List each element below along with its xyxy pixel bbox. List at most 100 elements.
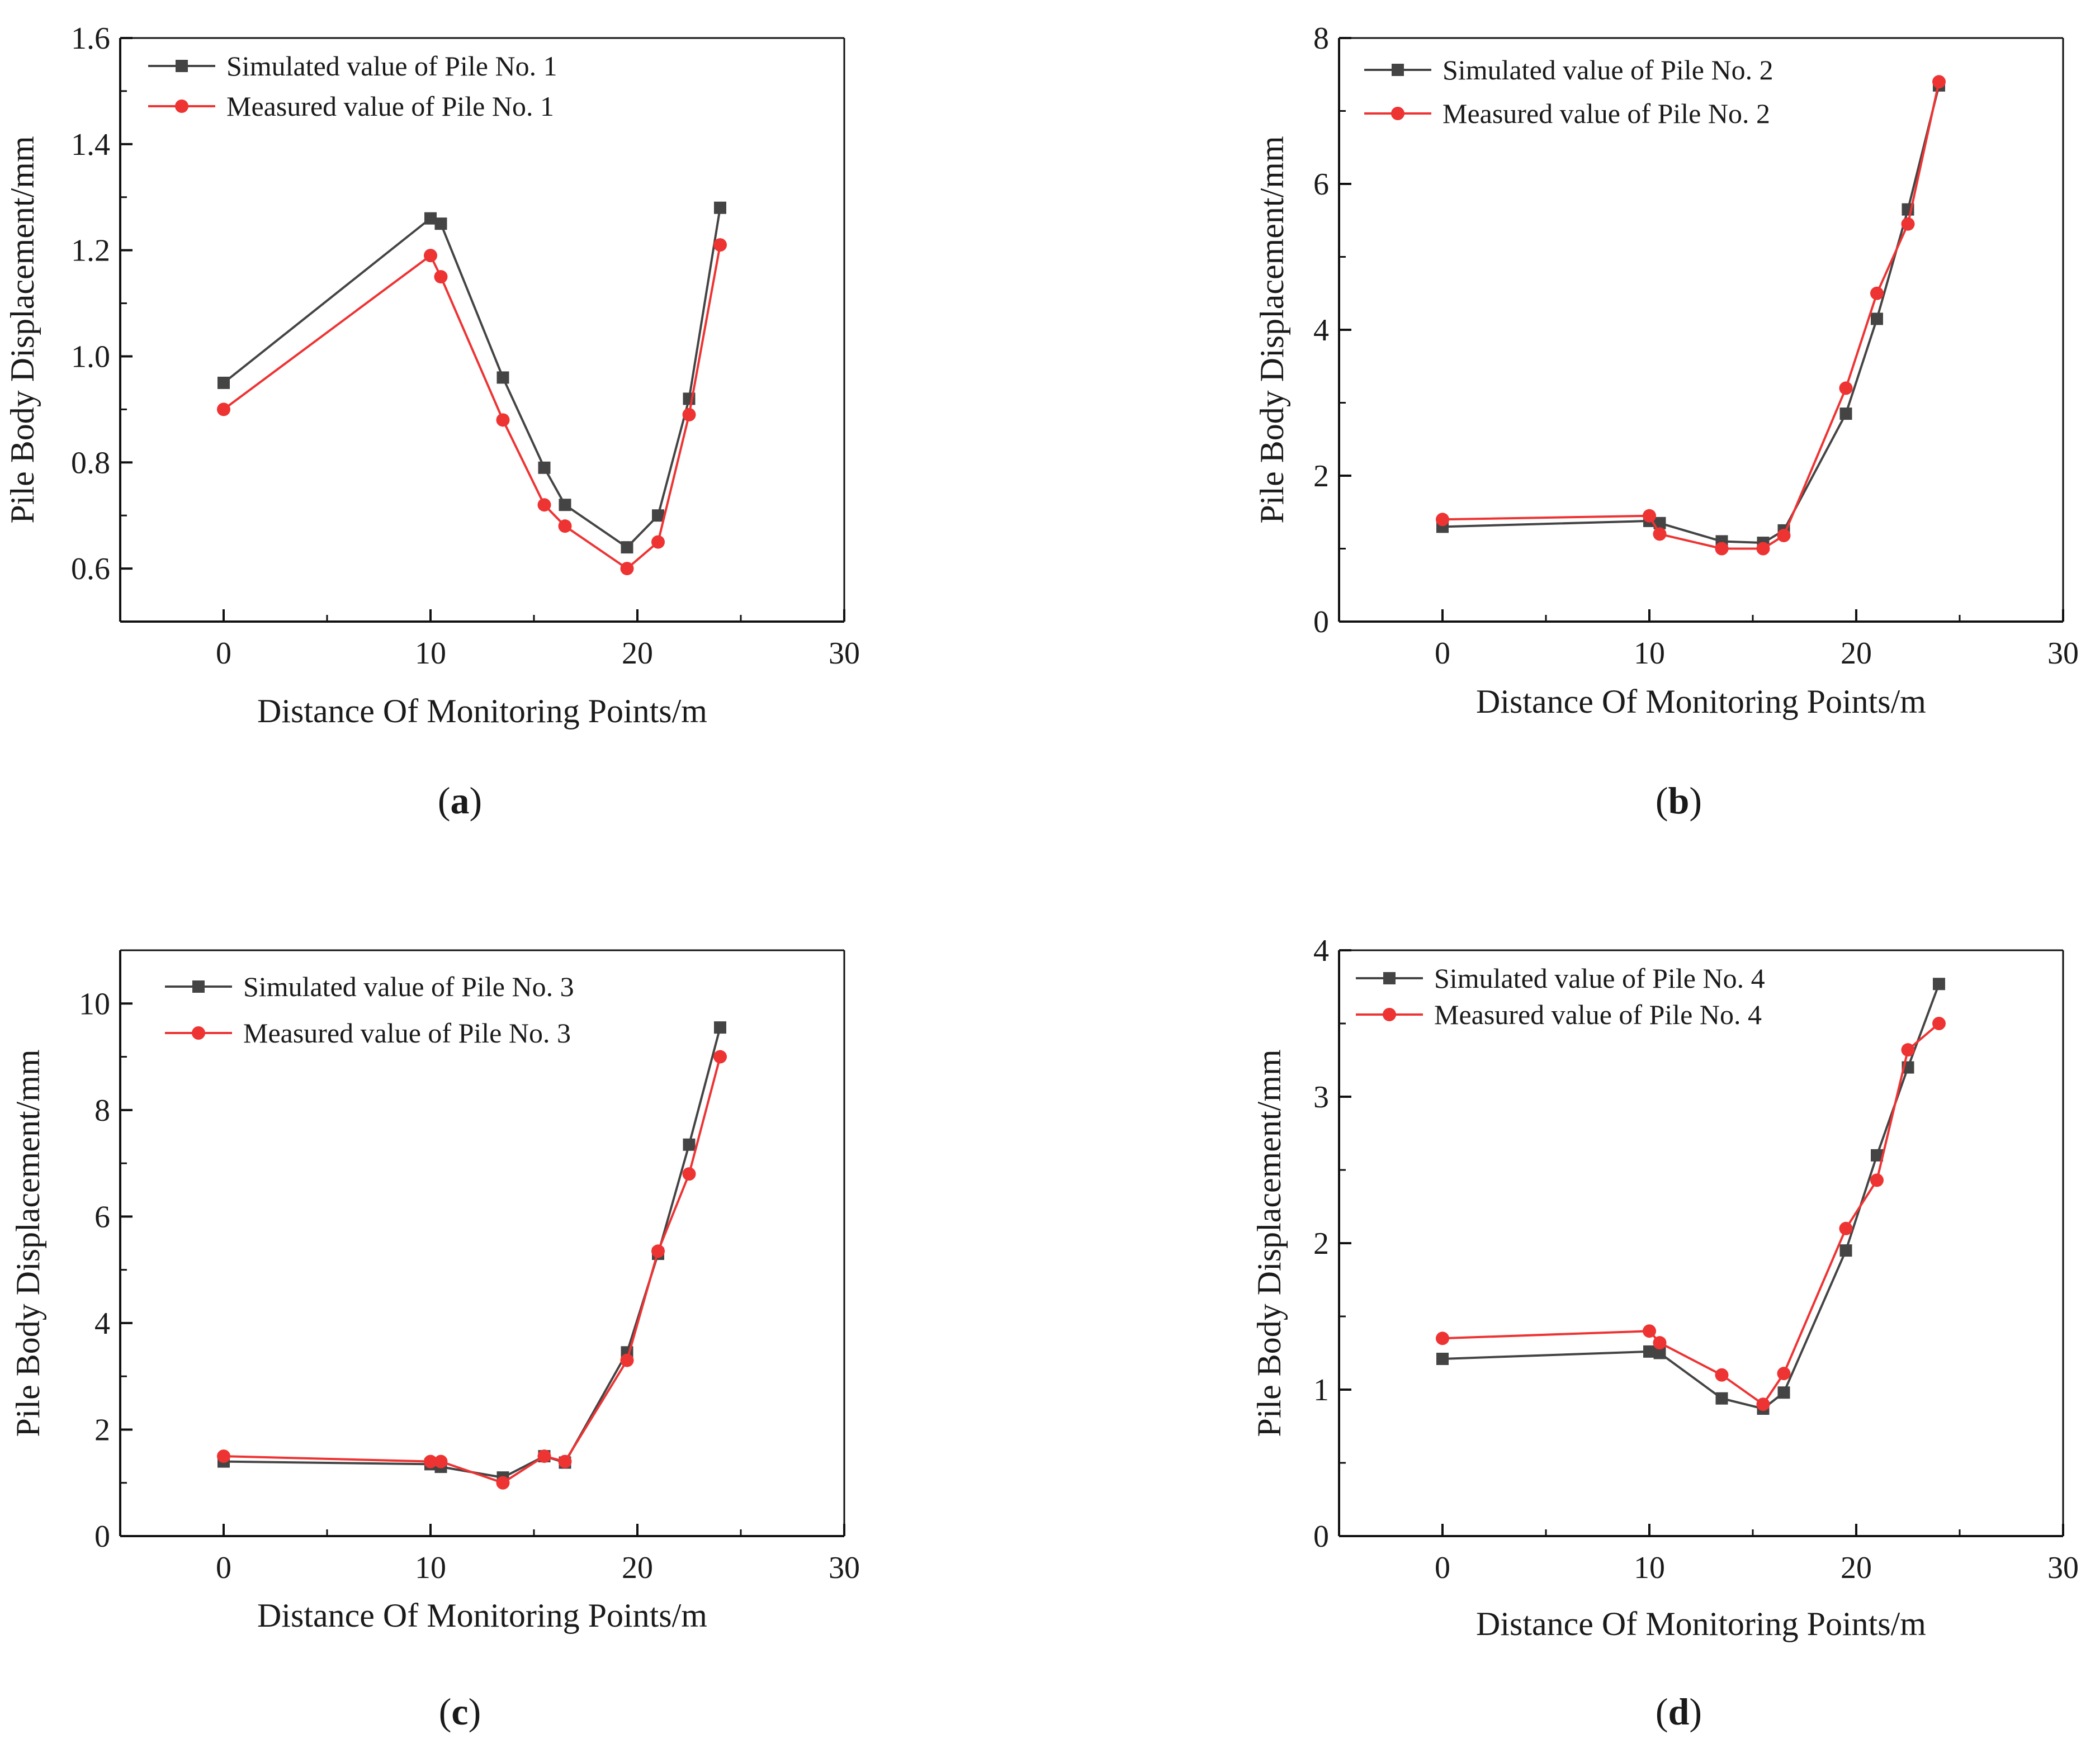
caption-letter: a (451, 779, 470, 822)
data-point-measured (434, 270, 448, 284)
chart-panel-a: 0 10 20 30 0.6 0.8 1.0 1.2 1.4 1.6 Distance Of Mon… (4, 21, 860, 822)
data-point-simulated (424, 212, 437, 225)
x-tick-label: 20 (1841, 636, 1872, 671)
caption-paren: ( (438, 779, 451, 822)
caption-paren: ( (1656, 1690, 1668, 1733)
data-point-measured (1777, 1367, 1791, 1381)
data-point-measured (537, 1449, 551, 1463)
y-tick-label: 4 (1313, 934, 1329, 968)
x-tick-label: 0 (216, 1551, 231, 1585)
caption-paren: ) (470, 779, 483, 822)
caption-letter: c (451, 1690, 468, 1733)
y-tick-label: 1.2 (71, 234, 110, 268)
data-point-measured (1932, 1017, 1946, 1030)
legend-marker-circle (1391, 107, 1404, 120)
data-point-measured (620, 1353, 634, 1367)
data-point-measured (1901, 1043, 1915, 1057)
x-tick-label: 20 (622, 1551, 653, 1585)
caption-paren: ) (469, 1690, 481, 1733)
data-point-measured (1839, 1221, 1853, 1235)
y-tick-label: 0 (1313, 1519, 1329, 1554)
y-tick-label: 0 (94, 1519, 110, 1554)
data-point-measured (620, 562, 634, 576)
legend-entry-label: Measured value of Pile No. 4 (1434, 999, 1762, 1030)
series-line-simulated (1442, 983, 1940, 1410)
caption-paren: ) (1689, 1690, 1702, 1733)
y-tick-label: 2 (1313, 1226, 1329, 1261)
data-point-measured (537, 498, 551, 512)
caption-paren: ( (1656, 779, 1668, 822)
data-point-measured (682, 1167, 696, 1181)
legend-marker-circle (1383, 1008, 1396, 1021)
y-axis-title: Pile Body Displacement/mm (1254, 136, 1290, 523)
caption-paren: ( (439, 1690, 452, 1733)
series-line-measured (1442, 81, 1940, 550)
x-axis-title: Distance Of Monitoring Points/m (257, 1597, 707, 1634)
data-point-simulated (1436, 1352, 1449, 1365)
y-tick-label: 1 (1313, 1373, 1329, 1408)
data-point-measured (713, 1050, 727, 1064)
legend-entry-label: Measured value of Pile No. 3 (243, 1017, 571, 1049)
data-point-simulated (714, 201, 726, 214)
y-tick-label: 8 (1313, 21, 1329, 56)
data-point-simulated (1871, 312, 1883, 325)
x-axis-title: Distance Of Monitoring Points/m (1476, 1605, 1926, 1642)
data-point-simulated (621, 541, 633, 554)
chart-panel-b: 0 10 20 30 0 2 4 6 8 Distance Of Monitoring Point… (1254, 21, 2079, 822)
legend-marker-square (1392, 64, 1404, 76)
chart-panel-c: 0 10 20 30 0 2 4 6 8 10 Distance Of Monitoring Poi… (10, 949, 860, 1733)
data-point-measured (1870, 1173, 1884, 1187)
y-tick-label: 6 (1313, 167, 1329, 202)
legend-marker-circle (192, 1026, 205, 1040)
x-tick-label: 10 (1634, 1551, 1665, 1585)
data-point-measured (1756, 542, 1770, 556)
data-point-simulated (434, 217, 447, 230)
data-point-measured (424, 249, 437, 263)
y-tick-label: 0.6 (71, 552, 110, 586)
legend-entry-label: Simulated value of Pile No. 3 (243, 971, 574, 1002)
data-point-simulated (1715, 1392, 1728, 1405)
data-point-measured (1653, 1336, 1667, 1350)
legend-entry-label: Simulated value of Pile No. 2 (1442, 54, 1773, 86)
caption-paren: ) (1689, 779, 1702, 822)
data-point-simulated (1839, 1244, 1852, 1257)
data-point-measured (651, 535, 665, 549)
y-tick-label: 1.4 (71, 127, 110, 162)
data-point-simulated (1643, 1345, 1656, 1358)
y-tick-label: 3 (1313, 1080, 1329, 1115)
data-point-measured (1901, 217, 1915, 231)
y-tick-label: 0 (1313, 605, 1329, 639)
caption-letter: b (1668, 779, 1690, 822)
legend-entry-label: Simulated value of Pile No. 1 (226, 50, 557, 82)
panel-caption: (c) (439, 1690, 481, 1733)
legend-entry-label: Simulated value of Pile No. 4 (1434, 963, 1765, 994)
data-point-measured (1643, 509, 1656, 523)
data-point-measured (1870, 286, 1884, 300)
panel-caption: (d) (1656, 1690, 1702, 1733)
data-point-simulated (217, 376, 230, 389)
y-tick-label: 10 (79, 987, 110, 1021)
data-point-measured (496, 413, 510, 427)
series-line-simulated (223, 1027, 721, 1479)
data-point-measured (1839, 381, 1853, 395)
legend-marker-square (192, 980, 205, 993)
y-axis-title: Pile Body Displacement/mm (1251, 1049, 1288, 1437)
data-point-measured (1932, 75, 1946, 89)
x-tick-label: 30 (829, 1551, 860, 1585)
x-tick-label: 10 (1634, 636, 1665, 671)
data-point-measured (651, 1244, 665, 1258)
legend-marker-square (176, 60, 188, 72)
data-point-measured (217, 1449, 230, 1463)
data-point-measured (1643, 1324, 1656, 1338)
data-point-measured (558, 1454, 572, 1468)
x-tick-label: 30 (2047, 1551, 2079, 1585)
data-point-measured (1436, 513, 1449, 527)
data-point-simulated (714, 1021, 726, 1034)
y-tick-label: 2 (1313, 459, 1329, 494)
legend-entry-label: Measured value of Pile No. 1 (226, 91, 554, 122)
y-axis-title: Pile Body Displacement/mm (10, 1049, 46, 1437)
x-tick-label: 0 (1435, 636, 1450, 671)
data-point-measured (1653, 527, 1667, 541)
data-point-measured (682, 407, 696, 421)
